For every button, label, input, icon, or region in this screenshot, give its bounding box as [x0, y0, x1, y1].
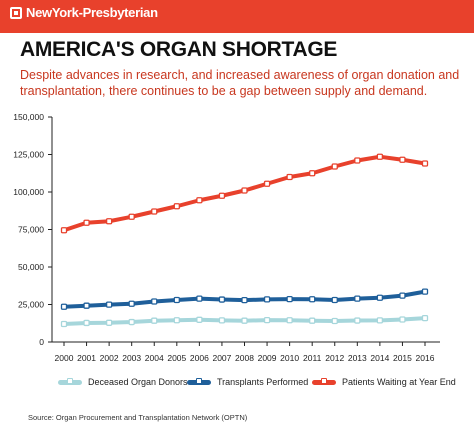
chart-legend: Deceased Organ Donors Transplants Perform… — [0, 377, 474, 395]
x-tick-label: 2016 — [416, 353, 435, 363]
data-point — [331, 296, 338, 304]
data-point — [354, 157, 361, 164]
data-point — [354, 317, 361, 324]
y-tick-label: 150,000 — [13, 112, 44, 122]
data-point — [309, 296, 316, 303]
x-tick-label: 2009 — [258, 353, 277, 363]
data-point — [241, 187, 248, 194]
data-point — [151, 317, 158, 324]
data-point — [399, 292, 406, 299]
data-point — [60, 227, 68, 234]
data-point — [421, 314, 429, 322]
data-point — [218, 296, 226, 303]
data-point — [173, 296, 180, 304]
data-point — [241, 317, 248, 324]
data-point — [354, 295, 361, 302]
x-tick-label: 2014 — [370, 353, 389, 363]
data-point — [309, 170, 316, 177]
data-point — [196, 295, 203, 302]
source-note: Source: Organ Procurement and Transplant… — [28, 413, 248, 422]
legend-swatch — [312, 378, 336, 385]
data-point — [83, 319, 90, 327]
data-point — [331, 163, 338, 170]
data-point — [105, 218, 113, 225]
y-tick-label: 50,000 — [18, 262, 44, 272]
legend-label: Transplants Performed — [217, 377, 309, 387]
data-point — [263, 316, 271, 324]
data-point — [151, 208, 158, 215]
x-tick-label: 2011 — [303, 353, 322, 363]
brand-name: NewYork-Presbyterian — [26, 5, 158, 20]
data-point — [263, 296, 271, 303]
data-point — [421, 288, 429, 295]
x-tick-label: 2015 — [393, 353, 412, 363]
line-chart: 0 25,000 50,000 75,000 100,000 125,000 150,000… — [13, 112, 440, 363]
y-tick-label: 125,000 — [13, 150, 44, 160]
data-point — [196, 316, 203, 323]
page-subtitle: Despite advances in research, and increa… — [20, 68, 460, 98]
x-tick-label: 2000 — [55, 353, 74, 363]
data-point — [376, 153, 384, 160]
data-point — [60, 303, 68, 310]
x-tick-label: 2010 — [280, 353, 299, 363]
data-point — [151, 298, 158, 305]
data-point — [309, 317, 316, 324]
data-point — [196, 197, 203, 204]
x-tick-label: 2012 — [325, 353, 344, 363]
legend-item: Transplants Performed — [187, 377, 308, 387]
x-tick-label: 2004 — [145, 353, 164, 363]
page-title: AMERICA'S ORGAN SHORTAGE — [20, 38, 338, 61]
legend-marker — [321, 378, 327, 384]
data-point — [331, 317, 338, 325]
legend-marker — [196, 378, 202, 384]
y-tick-label: 75,000 — [18, 225, 44, 235]
y-tick-label: 0 — [39, 337, 44, 347]
data-point — [128, 213, 135, 220]
x-tick-label: 2006 — [190, 353, 209, 363]
data-point — [421, 160, 429, 167]
data-point — [218, 317, 226, 324]
data-point — [399, 316, 406, 323]
data-point — [128, 300, 135, 307]
brand-bar: NewYork-Presbyterian — [0, 0, 474, 33]
legend-swatch — [58, 378, 82, 385]
y-tick-label: 25,000 — [18, 300, 44, 310]
legend-swatch — [187, 378, 211, 385]
x-tick-label: 2003 — [122, 353, 141, 363]
brand-logo: NewYork-Presbyterian — [10, 5, 158, 20]
data-point — [286, 173, 293, 181]
data-point — [286, 317, 293, 324]
data-point — [128, 318, 135, 326]
data-point — [263, 180, 271, 187]
logo-icon — [10, 6, 22, 19]
data-point — [399, 156, 406, 163]
data-point — [83, 302, 90, 309]
data-point — [60, 320, 68, 328]
legend-item: Deceased Organ Donors — [58, 377, 188, 387]
data-point — [173, 317, 180, 324]
legend-item: Patients Waiting at Year End — [312, 377, 456, 387]
data-point — [173, 203, 180, 210]
x-tick-label: 2007 — [212, 353, 231, 363]
data-point — [105, 301, 113, 308]
x-tick-label: 2002 — [100, 353, 119, 363]
data-point — [376, 294, 384, 301]
legend-label: Deceased Organ Donors — [88, 377, 188, 387]
data-point — [105, 319, 113, 326]
y-tick-label: 100,000 — [13, 187, 44, 197]
legend-marker — [67, 378, 73, 384]
data-point — [286, 295, 293, 303]
data-point — [218, 192, 226, 199]
x-tick-label: 2005 — [167, 353, 186, 363]
x-tick-label: 2013 — [348, 353, 367, 363]
data-point — [241, 296, 248, 304]
data-point — [376, 317, 384, 324]
legend-label: Patients Waiting at Year End — [342, 377, 456, 387]
x-tick-label: 2001 — [77, 353, 96, 363]
data-point — [83, 219, 90, 226]
x-tick-label: 2008 — [235, 353, 254, 363]
